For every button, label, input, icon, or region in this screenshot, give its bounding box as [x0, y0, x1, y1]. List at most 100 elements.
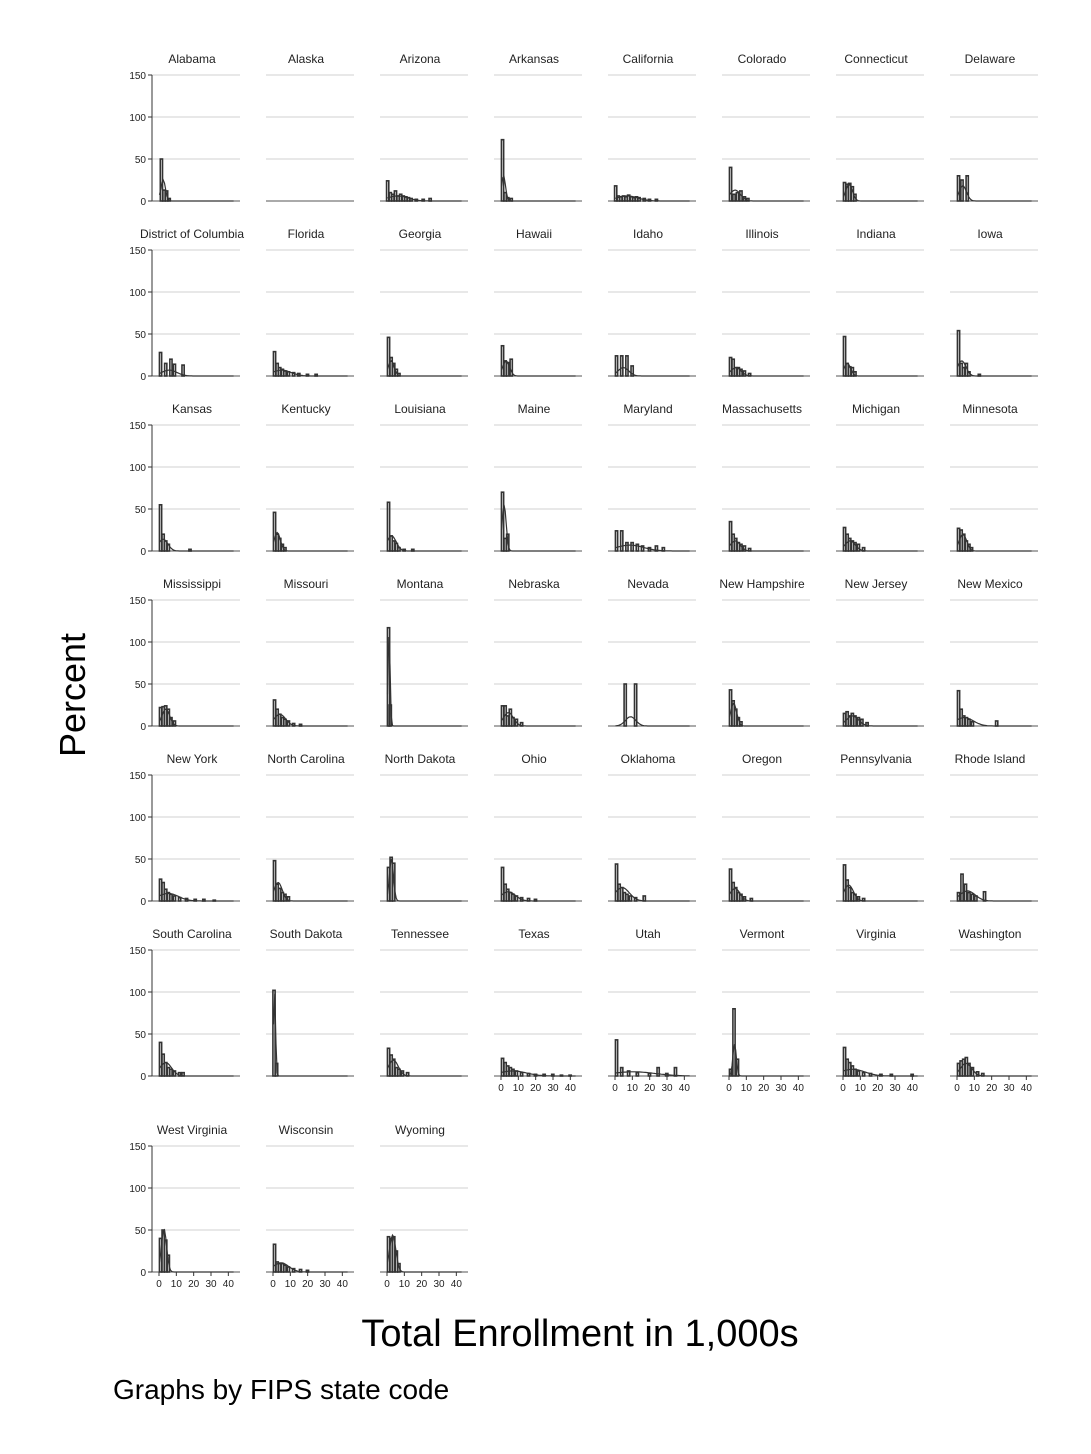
histogram-bar	[970, 1066, 975, 1077]
density-curve	[728, 1044, 804, 1077]
panel-title: Pennsylvania	[840, 752, 912, 766]
x-tick-label: 30	[547, 1083, 559, 1094]
histogram-bar	[394, 368, 399, 377]
x-tick-label: 20	[416, 1279, 428, 1290]
histogram-bar	[625, 893, 629, 902]
density-curve	[501, 712, 576, 727]
x-tick-label: 20	[758, 1083, 770, 1094]
x-tick-label: 20	[986, 1083, 998, 1094]
histogram-bar	[647, 1072, 652, 1077]
histogram-bar	[626, 1070, 631, 1077]
panel-title: Michigan	[852, 402, 900, 416]
x-tick-label: 0	[270, 1279, 276, 1290]
panel-title: Arkansas	[509, 52, 559, 66]
chart-note: Graphs by FIPS state code	[113, 1374, 450, 1405]
panel-title: Missouri	[284, 577, 329, 591]
density-curve	[159, 538, 234, 552]
x-tick-label: 0	[726, 1083, 732, 1094]
histogram-bar	[735, 1058, 740, 1077]
x-tick-label: 0	[156, 1279, 162, 1290]
panel-michigan: Michigan	[836, 402, 924, 552]
histogram-bar	[956, 175, 961, 202]
x-tick-label: 40	[907, 1083, 919, 1094]
y-tick-label: 100	[129, 638, 146, 649]
histogram-bar	[637, 196, 641, 202]
histogram-bar	[640, 545, 645, 552]
density-curve	[728, 702, 804, 727]
panel-kansas: Kansas 0 50 100 150	[129, 402, 240, 558]
histogram-bar	[181, 364, 185, 377]
panel-hawaii: Hawaii	[494, 227, 582, 377]
histogram-bar	[635, 1071, 640, 1077]
density-curve	[272, 531, 348, 552]
panel-new-york: New York 0 50 100 150	[129, 752, 240, 908]
panel-title: New York	[167, 752, 219, 766]
panel-south-carolina: South Carolina 0 50 100 150	[129, 927, 240, 1083]
y-tick-label: 50	[135, 1030, 147, 1041]
panel-title: Minnesota	[962, 402, 1018, 416]
panel-title: Oklahoma	[621, 752, 676, 766]
histogram-bar	[654, 545, 659, 552]
x-tick-label: 30	[661, 1083, 673, 1094]
histogram-bar	[656, 1066, 661, 1077]
panel-title: Iowa	[977, 227, 1003, 241]
panel-texas: Texas 0 10 20 30 40	[494, 927, 582, 1094]
panel-pennsylvania: Pennsylvania	[836, 752, 924, 902]
x-tick-label: 40	[223, 1279, 235, 1290]
density-curve	[729, 189, 804, 202]
panel-title: Alabama	[168, 52, 216, 66]
histogram-bar	[732, 193, 736, 202]
panel-title: Nevada	[627, 577, 669, 591]
x-tick-label: 0	[384, 1279, 390, 1290]
histogram-bar	[397, 1262, 401, 1273]
panel-rhode-island: Rhode Island	[950, 752, 1038, 902]
panel-title: New Hampshire	[719, 577, 805, 591]
panel-title: Hawaii	[516, 227, 552, 241]
panel-delaware: Delaware	[950, 52, 1038, 202]
x-tick-label: 20	[872, 1083, 884, 1094]
panel-montana: Montana	[380, 577, 468, 727]
x-tick-label: 10	[513, 1083, 525, 1094]
x-tick-label: 0	[954, 1083, 960, 1094]
panel-ohio: Ohio	[494, 752, 582, 902]
histogram-bar	[853, 541, 857, 552]
density-curve	[843, 540, 918, 552]
x-tick-label: 30	[775, 1083, 787, 1094]
histogram-bar	[742, 895, 747, 902]
density-curve	[615, 716, 690, 727]
histogram-bar	[286, 370, 291, 377]
x-tick-label: 40	[337, 1279, 349, 1290]
x-tick-label: 10	[627, 1083, 639, 1094]
histogram-bar	[386, 336, 391, 377]
x-tick-label: 10	[285, 1279, 297, 1290]
histogram-bar	[728, 1068, 733, 1077]
panel-title: North Carolina	[267, 752, 345, 766]
histogram-bar	[158, 351, 163, 377]
panel-title: Montana	[397, 577, 444, 591]
panel-title: Tennessee	[391, 927, 449, 941]
y-tick-label: 0	[140, 1268, 146, 1279]
x-axis-label: Total Enrollment in 1,000s	[361, 1313, 799, 1355]
histogram-bar	[856, 716, 861, 727]
panel-title: Louisiana	[394, 402, 446, 416]
panel-title: Idaho	[633, 227, 663, 241]
density-curve	[842, 183, 918, 202]
panel-title: Maryland	[623, 402, 672, 416]
x-tick-label: 10	[399, 1279, 411, 1290]
panel-oregon: Oregon	[722, 752, 810, 902]
panel-title: Delaware	[965, 52, 1016, 66]
panel-new-jersey: New Jersey	[836, 577, 924, 727]
y-tick-label: 150	[129, 246, 146, 257]
x-tick-label: 10	[969, 1083, 981, 1094]
density-curve	[386, 1233, 462, 1273]
histogram-bar	[169, 358, 173, 377]
panel-arizona: Arizona	[380, 52, 468, 202]
y-tick-label: 50	[135, 855, 147, 866]
panel-virginia: Virginia 0 10 20 30 40	[836, 927, 924, 1094]
panel-washington: Washington 0 10 20 30 40	[950, 927, 1038, 1094]
panel-alabama: Alabama 0 50 100 150	[129, 52, 240, 208]
panel-alaska: Alaska	[266, 52, 354, 202]
histogram-bar	[628, 895, 633, 902]
density-curve	[273, 713, 348, 727]
x-tick-label: 30	[433, 1279, 445, 1290]
